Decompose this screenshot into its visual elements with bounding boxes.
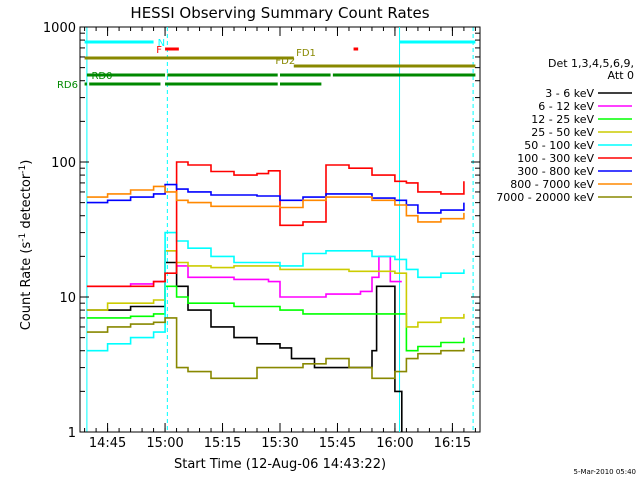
flag-label-rd0: RD0 (91, 71, 112, 82)
series-line (86, 183, 465, 214)
series-line (86, 161, 465, 288)
y-tick-label: 1 (68, 426, 76, 441)
chart-title: HESSI Observing Summary Count Rates (130, 4, 429, 22)
y-axis-label: Count Rate (s-1 detector-1) (18, 160, 34, 331)
legend-label: 12 - 25 keV (531, 113, 594, 126)
legend-label: 100 - 300 keV (517, 152, 594, 165)
legend-label: 7000 - 20000 keV (496, 191, 594, 204)
y-tick-label: 1000 (43, 21, 76, 36)
legend-label: 50 - 100 keV (524, 139, 594, 152)
legend-label: 6 - 12 keV (538, 100, 594, 113)
y-axis: 1 10 100 1000 (43, 21, 480, 441)
series-line (86, 185, 465, 223)
series-line (86, 261, 403, 432)
y-label-part3: ) (19, 160, 34, 165)
x-axis: 14:45 15:00 15:15 15:30 15:45 16:00 16:15 (84, 27, 476, 451)
series-line (86, 317, 465, 380)
x-tick-label: 14:45 (89, 436, 126, 451)
footer-timestamp: 5-Mar-2010 05:40 (574, 468, 636, 476)
x-tick-label: 15:00 (146, 436, 183, 451)
flag-label-n: N (158, 38, 165, 49)
x-tick-label: 15:30 (261, 436, 298, 451)
x-tick-label: 16:00 (376, 436, 413, 451)
plot-frame (79, 26, 481, 433)
series-line (86, 250, 465, 328)
flag-label-fd2: FD2 (275, 56, 295, 67)
y-tick-label: 10 (59, 291, 76, 306)
legend-subtitle: Att 0 (608, 69, 634, 82)
y-label-part1: Count Rate (s (19, 242, 34, 331)
x-tick-label: 15:45 (319, 436, 356, 451)
legend-label: 300 - 800 keV (517, 165, 594, 178)
y-label-sup1: -1 (18, 233, 28, 242)
legend-label: 3 - 6 keV (545, 87, 594, 100)
flag-label-fd1: FD1 (296, 48, 316, 59)
series-line (86, 285, 465, 352)
x-axis-label: Start Time (12-Aug-06 14:43:22) (174, 457, 386, 472)
legend-label: 25 - 50 keV (531, 126, 594, 139)
legend-title: Det 1,3,4,5,6,9, (548, 57, 634, 70)
x-tick-label: 16:15 (434, 436, 471, 451)
x-tick-label: 15:15 (204, 436, 241, 451)
series-line (86, 250, 402, 298)
y-label-sup2: -1 (18, 165, 28, 174)
flag-label-rd6: RD6 (57, 80, 78, 91)
legend-label: 800 - 7000 keV (510, 178, 594, 191)
series-line (86, 231, 465, 352)
flag-label-f: F (156, 45, 162, 56)
y-tick-label: 100 (51, 156, 76, 171)
y-label-part2: detector (19, 173, 34, 233)
